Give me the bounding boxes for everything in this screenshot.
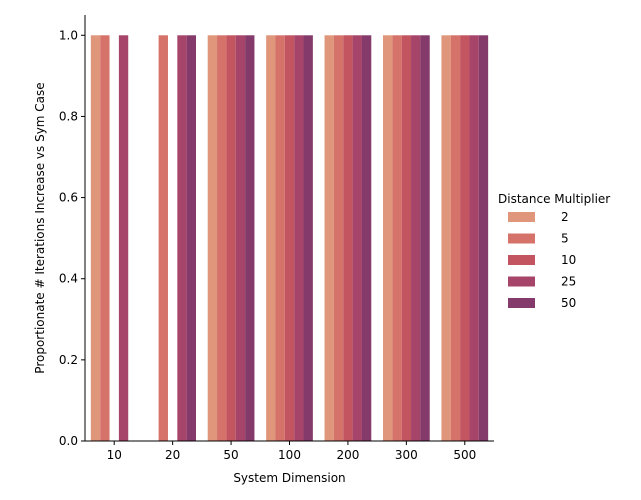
x-tick-label: 20 (165, 448, 180, 462)
bar-100-25 (294, 35, 304, 442)
legend-title: Distance Multiplier (498, 192, 610, 206)
legend-swatch-5 (508, 233, 535, 244)
bar-10-5 (100, 35, 110, 442)
y-tick-label: 0.4 (59, 272, 78, 286)
bar-50-5 (217, 35, 227, 442)
bar-500-2 (441, 35, 451, 442)
y-tick-label: 0.2 (59, 353, 78, 367)
x-ticks-group: 10 20 50 100 200 300 500 (107, 441, 476, 462)
legend-swatch-2 (508, 212, 535, 222)
x-tick-label: 50 (223, 448, 238, 462)
bar-500-50 (478, 35, 489, 442)
legend-label-5: 5 (561, 232, 569, 246)
legend-swatch-25 (508, 276, 535, 287)
legend-label-50: 50 (561, 296, 576, 310)
bar-300-50 (420, 35, 430, 442)
bar-50-10 (226, 35, 236, 442)
bar-100-2 (266, 35, 276, 442)
legend-swatch-10 (508, 255, 535, 265)
bar-300-25 (411, 35, 421, 442)
bar-300-2 (382, 35, 393, 442)
bar-300-10 (401, 35, 412, 442)
bar-50-25 (235, 35, 246, 442)
bar-20-5 (158, 35, 168, 442)
bar-500-25 (469, 35, 479, 442)
y-axis-label: Proportionate # Iterations Increase vs S… (33, 82, 47, 373)
bar-300-5 (392, 35, 402, 442)
legend-label-2: 2 (561, 210, 569, 224)
legend-swatch-50 (508, 298, 535, 308)
bar-50-50 (245, 35, 255, 442)
bars-group (90, 35, 489, 442)
bar-500-10 (460, 35, 470, 442)
bar-10-2 (90, 35, 101, 442)
bar-20-50 (186, 35, 197, 442)
y-tick-label: 0.0 (59, 434, 78, 448)
x-tick-label: 200 (336, 448, 359, 462)
y-tick-label: 0.6 (59, 191, 78, 205)
x-axis-label: System Dimension (233, 471, 345, 485)
legend-label-10: 10 (561, 253, 576, 267)
bar-20-25 (177, 35, 187, 442)
bar-100-50 (303, 35, 313, 442)
bar-200-2 (324, 35, 334, 442)
bar-500-5 (450, 35, 461, 442)
bar-100-10 (284, 35, 295, 442)
bar-50-2 (207, 35, 218, 442)
bar-200-5 (333, 35, 344, 442)
y-tick-label: 0.8 (59, 109, 78, 123)
bar-200-10 (343, 35, 353, 442)
bar-10-25 (118, 35, 129, 442)
x-tick-label: 500 (453, 448, 476, 462)
bar-100-5 (275, 35, 285, 442)
x-tick-label: 100 (278, 448, 301, 462)
x-tick-label: 300 (395, 448, 418, 462)
legend-label-25: 25 (561, 275, 576, 289)
bar-200-25 (352, 35, 362, 442)
y-tick-label: 1.0 (59, 28, 78, 42)
x-tick-label: 10 (107, 448, 122, 462)
y-ticks-group: 0.0 0.2 0.4 0.6 0.8 1.0 (59, 28, 85, 448)
bar-200-50 (361, 35, 372, 442)
